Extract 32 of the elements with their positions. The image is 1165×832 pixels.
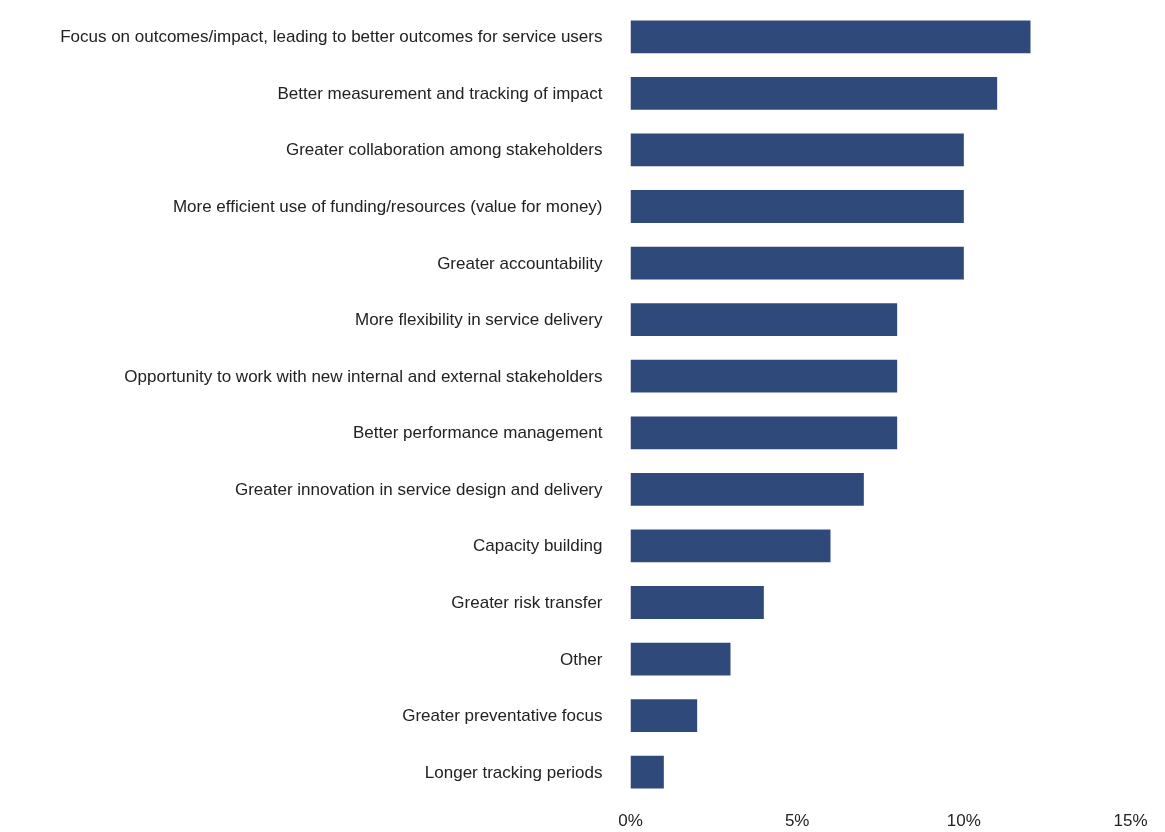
y-tick-label: Better measurement and tracking of impact	[277, 83, 603, 103]
y-tick-label: Greater accountability	[437, 253, 603, 273]
y-tick-label: Greater collaboration among stakeholders	[285, 140, 603, 160]
y-tick-label: More efficient use of funding/resources (value for money)	[172, 197, 603, 216]
y-tick-label: Focus on outcomes/impact, leading to better outcomes for service users	[60, 27, 603, 47]
bar	[630, 76, 998, 110]
bar	[630, 529, 831, 563]
y-tick-label: More flexibility in service delivery	[354, 310, 603, 330]
bar	[630, 359, 898, 393]
bar	[630, 699, 698, 733]
y-tick-label: Other	[559, 649, 603, 669]
bar	[630, 246, 964, 280]
bar	[630, 472, 864, 506]
x-tick-label: 0%	[618, 810, 643, 830]
y-tick-label: Opportunity to work with new internal and external stakeholders	[124, 366, 603, 386]
bar	[630, 586, 764, 619]
bar	[630, 642, 731, 676]
y-tick-label: Greater innovation in service design and delivery	[234, 479, 603, 499]
y-tick-label: Longer tracking periods	[424, 762, 603, 782]
x-tick-label: 5%	[784, 810, 810, 830]
bar	[630, 303, 898, 337]
bar	[630, 133, 964, 167]
y-tick-label: Greater preventative focus	[402, 706, 603, 726]
bar	[630, 190, 964, 223]
bar	[630, 20, 1031, 54]
y-tick-label: Better performance management	[353, 423, 603, 443]
y-tick-label: Greater risk transfer	[451, 593, 603, 612]
y-tick-label: Capacity building	[473, 536, 603, 556]
bar	[630, 755, 664, 789]
bar	[630, 416, 898, 450]
x-tick-label: 10%	[946, 810, 981, 830]
x-tick-label: 15%	[1113, 810, 1148, 830]
